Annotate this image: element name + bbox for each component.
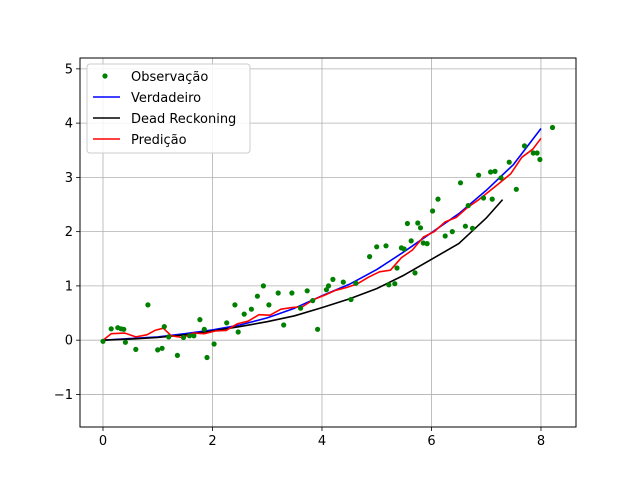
observacao-point [121,326,127,332]
legend-label: Predição [131,133,187,148]
observacao-point [404,220,410,227]
observacao-point [415,220,421,226]
x-tick-label: 2 [208,434,216,449]
observacao-point [281,322,287,328]
observacao-point [492,168,498,174]
observacao-point [521,143,528,149]
observacao-point [145,302,151,308]
observacao-point [353,280,359,286]
observacao-point [191,333,197,339]
legend-marker-observacao [102,73,108,79]
observacao-point [383,243,389,249]
y-tick-label: −1 [54,388,73,403]
observacao-point [513,186,519,192]
observacao-point [469,225,476,231]
observacao-point [254,293,260,299]
observacao-point [211,341,217,347]
observacao-point [159,345,165,351]
observacao-point [498,175,504,181]
observacao-point [392,281,398,287]
y-tick-label: 4 [65,117,73,132]
y-tick-label: 1 [65,279,73,294]
observacao-point [408,238,414,244]
observacao-point [266,302,272,308]
observacao-point [386,282,392,288]
observacao-point [197,317,203,323]
observacao-point [186,333,193,339]
observacao-point [204,354,210,361]
observacao-point [480,195,487,201]
observacao-point [462,223,468,229]
observacao-point [442,233,448,239]
observacao-point [476,172,482,178]
x-tick-label: 4 [318,434,326,449]
observacao-point [325,283,332,289]
observacao-point [166,334,172,340]
y-tick-label: 3 [65,171,73,186]
observacao-point [424,241,430,247]
observacao-point [232,302,238,308]
observacao-point [412,270,418,276]
observacao-point [435,196,441,202]
plot-series [100,124,556,361]
observacao-point [530,150,536,156]
observacao-point [275,290,281,296]
observacao-point [248,306,254,312]
observacao-point [100,338,106,344]
observacao-point [394,265,400,271]
legend: Observação Verdadeiro Dead Reckoning Prediç… [86,63,251,154]
observacao-point [174,352,180,358]
observacao-point [260,283,266,289]
observacao-point [489,196,495,202]
observacao-point [323,287,329,293]
x-tick-label: 6 [427,434,435,449]
observacao-point [506,159,512,165]
observacao-point [457,180,464,186]
observacao-point [449,229,455,235]
observacao-point [310,298,316,304]
observacao-point [304,288,310,294]
y-tick-label: 5 [65,62,73,77]
observacao-point [180,334,187,341]
observacao-point [401,246,407,252]
observacao-point [549,124,556,131]
observacao-point [367,254,373,260]
observacao-point [488,169,494,175]
observacao-point [224,320,230,326]
observacao-point [417,225,424,231]
observacao-point [348,296,354,303]
observacao-point [298,305,304,311]
observacao-point [340,279,346,285]
observacao-point [122,339,128,345]
observacao-point [330,276,336,282]
legend-label: Dead Reckoning [131,112,236,127]
observacao-point [235,329,241,335]
legend-label: Observação [131,70,208,85]
observacao-point [374,244,380,250]
observacao-point [201,326,207,332]
observacao-point [108,326,114,332]
x-tick-label: 8 [537,434,545,449]
legend-box [86,63,251,154]
observacao-point [534,150,540,156]
observacao-point [241,311,247,317]
y-tick-label: 2 [65,225,73,240]
observacao-point [465,203,471,209]
axis-ticks: 0 2 4 6 8 −1 0 1 2 3 4 5 [54,62,545,449]
x-tick-label: 0 [99,434,107,449]
observacao-point [161,324,167,330]
axes-frame [79,57,577,428]
observacao-point [537,156,543,163]
y-tick-label: 0 [65,334,73,349]
observacao-point [430,208,436,214]
legend-label: Verdadeiro [131,91,201,106]
observacao-point [133,346,139,352]
observacao-point [289,290,295,296]
observacao-point [155,347,161,353]
grid-lines [80,58,576,427]
observacao-point [315,326,321,332]
